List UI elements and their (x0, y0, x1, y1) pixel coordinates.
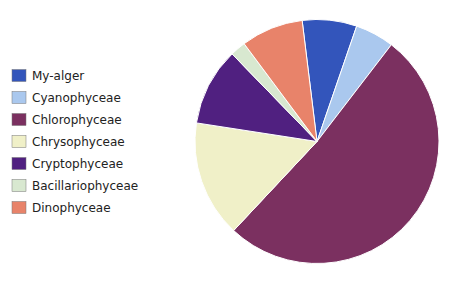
legend-label: Dinophyceae (32, 201, 111, 215)
legend-swatch (12, 180, 26, 192)
legend-label: Cryptophyceae (32, 157, 123, 171)
legend-swatch (12, 70, 26, 82)
legend-label: Cyanophyceae (32, 91, 121, 105)
legend-swatch (12, 202, 26, 214)
legend-swatch (12, 136, 26, 148)
legend-swatch (12, 92, 26, 104)
legend-label: Bacillariophyceae (32, 179, 138, 193)
slices (195, 19, 439, 263)
pie-chart: My-alger Cyanophyceae Chlorophyceae Chrysop… (0, 0, 453, 283)
legend: My-alger Cyanophyceae Chlorophyceae Chrysop… (12, 69, 138, 215)
pie-slice (244, 20, 317, 141)
legend-swatch (12, 158, 26, 170)
legend-label: Chlorophyceae (32, 113, 122, 127)
legend-label: My-alger (32, 69, 84, 83)
legend-label: Chrysophyceae (32, 135, 125, 149)
chart-container: My-alger Cyanophyceae Chlorophyceae Chrysop… (0, 0, 453, 283)
legend-swatch (12, 114, 26, 126)
